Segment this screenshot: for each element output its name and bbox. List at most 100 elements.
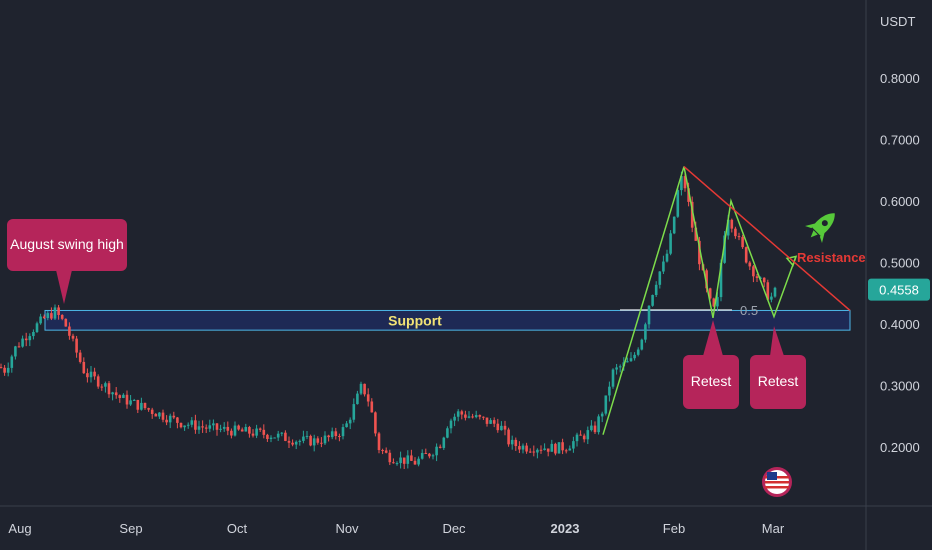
candle-body [500,425,503,431]
candle-body [237,425,240,430]
candle-body [320,442,323,444]
candle-body [532,451,536,453]
candle-body [140,402,143,410]
candle-body [255,428,258,436]
candle-body [284,432,287,441]
candle-body [770,296,773,300]
candle-body [726,219,730,236]
candle-body [586,430,590,440]
candle-body [208,425,212,429]
candle-body [132,399,136,401]
y-axis-ticks: 0.8000 0.7000 0.6000 0.5000 0.4000 0.3000 0.20… [880,71,920,455]
candle-body [262,429,266,435]
candle-body [6,367,10,373]
candle-body [194,420,197,430]
candle-body [3,367,6,373]
candle-body [136,399,140,410]
candle-body [154,413,158,417]
candle-body [550,443,554,452]
candle-body [442,437,446,448]
candle-body [53,307,57,319]
candle-body [93,371,96,377]
candle-body [230,430,233,436]
candle-body [46,313,50,319]
candle-body [158,412,161,417]
candle-body [309,435,312,446]
candle-body [410,455,413,461]
x-axis-ticks: Aug Sep Oct Nov Dec 2023 Feb Mar [8,521,784,536]
candle-body [618,366,622,368]
candle-body [438,446,442,448]
candle-body [514,439,518,447]
candle-body [683,176,687,189]
y-tick-label: 0.6000 [880,194,920,209]
candle-body [478,415,482,417]
candle-body [658,271,662,285]
candle-body [546,448,550,452]
callout-retest-2-text: Retest [758,373,799,389]
candle-body [330,431,334,438]
candle-body [68,326,71,336]
candle-body [42,316,46,319]
candle-body [323,435,327,444]
us-flag-icon[interactable] [762,467,792,497]
candle-body [381,450,384,452]
candle-body [82,361,86,374]
candle-body [197,426,201,430]
candle-body [64,318,68,327]
candle-body [147,408,150,410]
candle-body [96,376,100,387]
candle-body [161,412,165,420]
candle-body [417,458,420,465]
candle-body [363,383,366,395]
candle-body [467,416,471,418]
candle-body [370,401,374,413]
candle-body [482,416,485,418]
candle-body [518,446,521,450]
candle-body [521,445,525,450]
callout-retest-1: Retest [683,320,739,409]
candle-body [644,324,647,340]
candle-body [431,455,435,457]
candle-body [730,219,734,229]
candle-body [568,448,572,451]
candle-body [694,227,698,241]
candle-body [510,439,514,445]
candle-body [554,443,557,454]
candle-body [114,392,118,396]
candle-body [266,434,269,439]
candle-body [449,420,453,429]
candle-body [71,335,75,339]
last-price-tag: 0.4558 [868,278,930,301]
candle-body [302,436,305,441]
candle-body [402,457,406,464]
candle-body [251,433,255,436]
candle-body [21,338,24,347]
candle-body [654,284,658,295]
candle-body [561,442,564,451]
candle-body [24,338,28,341]
candle-body [107,383,111,395]
candle-body [626,361,629,363]
candle-body [345,423,348,428]
candle-body [219,428,222,430]
candle-body [280,432,284,434]
candle-body [611,369,615,387]
candle-body [298,440,302,442]
candle-body [615,367,618,370]
candle-body [118,395,122,398]
candle-body [719,262,723,298]
candlestick-series [0,171,777,470]
support-label: Support [388,312,442,328]
candle-body [10,356,14,368]
candle-body [420,452,424,459]
callout-retest-2: Retest [750,326,806,409]
candle-body [17,346,21,348]
x-tick-label: Mar [762,521,785,536]
candle-body [762,277,766,283]
candle-body [413,460,417,465]
candle-body [485,417,489,424]
candle-body [723,235,726,263]
candle-body [665,253,669,262]
